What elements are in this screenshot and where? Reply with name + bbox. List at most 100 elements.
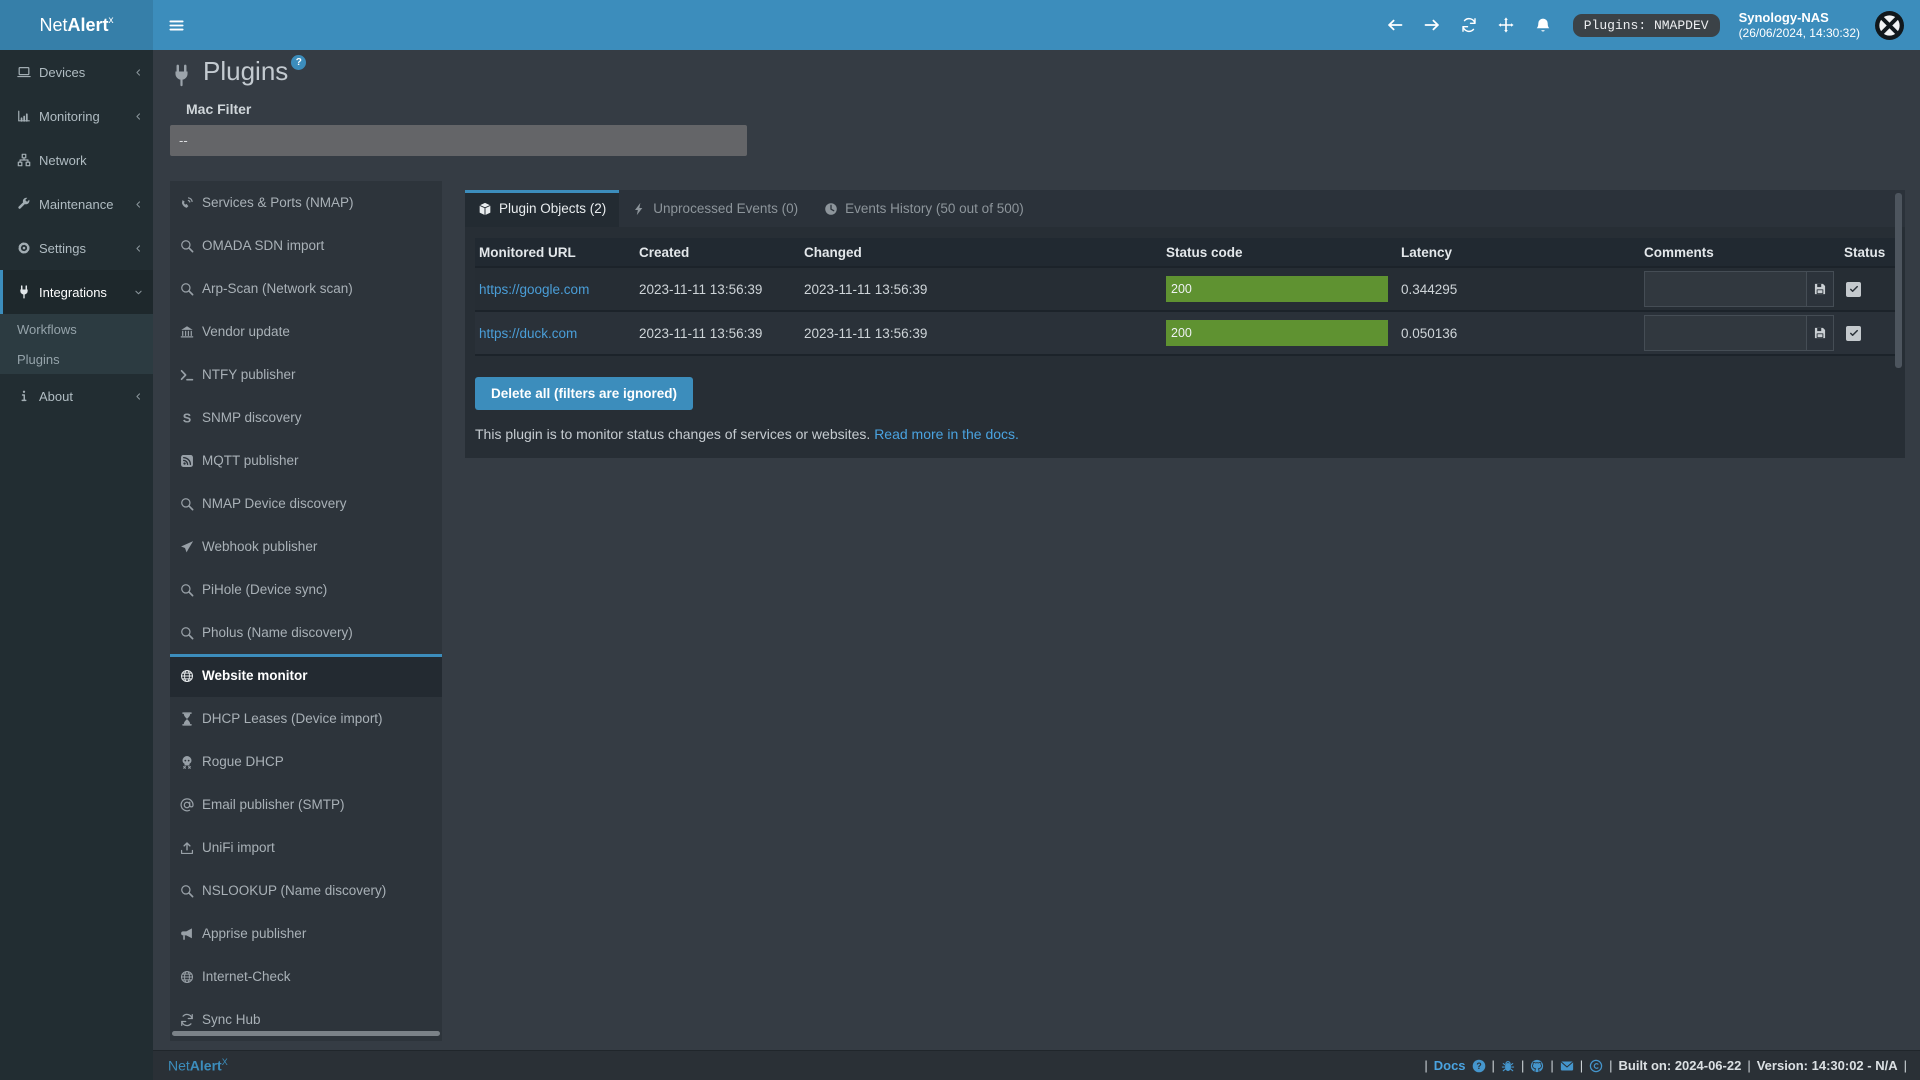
plugin-nav-item-pihole-device-sync[interactable]: PiHole (Device sync): [170, 568, 442, 611]
sidebar-subitem-workflows[interactable]: Workflows: [0, 314, 153, 344]
sidebar-item-label: About: [39, 388, 73, 404]
plugin-nav-item-website-monitor[interactable]: Website monitor: [170, 654, 442, 697]
plugin-nav-item-apprise-publisher[interactable]: Apprise publisher: [170, 912, 442, 955]
hamburger-icon: [168, 17, 185, 34]
plugin-nav-label: Internet-Check: [202, 969, 291, 984]
plugin-list-scrollbar[interactable]: [172, 1031, 440, 1036]
plugin-nav-label: UniFi import: [202, 840, 275, 855]
plugin-nav-label: OMADA SDN import: [202, 238, 325, 253]
plugin-nav-item-internet-check[interactable]: Internet-Check: [170, 955, 442, 998]
notifications-bell-icon[interactable]: [1535, 17, 1551, 33]
svg-text:S: S: [183, 411, 191, 425]
nav-back-button[interactable]: [1387, 17, 1403, 33]
sidebar-item-settings[interactable]: Settings: [0, 226, 153, 270]
footer-built-on: Built on: 2024-06-22: [1618, 1058, 1742, 1073]
topbar-controls: Plugins: NMAPDEV Synology-NAS (26/06/202…: [1366, 0, 1920, 50]
plugin-nav-item-webhook-publisher[interactable]: Webhook publisher: [170, 525, 442, 568]
footer-separator: |: [1579, 1058, 1584, 1073]
page-title-text: Plugins: [203, 56, 289, 86]
help-badge[interactable]: ?: [291, 55, 307, 70]
column-header-changed: Changed: [800, 238, 1162, 268]
plugin-nav-item-nslookup-name-discovery[interactable]: NSLOOKUP (Name discovery): [170, 869, 442, 912]
sidebar-item-monitoring[interactable]: Monitoring: [0, 94, 153, 138]
terminal-icon: [180, 368, 194, 382]
tab-events-history-50-out-of-500[interactable]: Events History (50 out of 500): [811, 190, 1037, 227]
mac-filter-input[interactable]: [170, 125, 747, 156]
sidebar-subitem-plugins[interactable]: Plugins: [0, 344, 153, 374]
created-cell: 2023-11-11 13:56:39: [635, 268, 800, 312]
sidebar-item-devices[interactable]: Devices: [0, 50, 153, 94]
letter-s-icon: S: [180, 411, 194, 425]
plugin-nav-item-snmp-discovery[interactable]: S SNMP discovery: [170, 396, 442, 439]
save-comment-button[interactable]: [1807, 271, 1834, 307]
mac-filter-label: Mac Filter: [186, 101, 252, 117]
svg-text:?: ?: [1476, 1061, 1481, 1071]
plugin-nav-item-sync-hub[interactable]: Sync Hub: [170, 998, 442, 1041]
tab-plugin-objects-2[interactable]: Plugin Objects (2): [465, 190, 620, 227]
footer-brand[interactable]: NetAlertX: [168, 1057, 228, 1074]
nav-forward-button[interactable]: [1424, 17, 1440, 33]
sidebar-item-about[interactable]: About: [0, 374, 153, 418]
rss-icon: [180, 454, 194, 468]
comment-input[interactable]: [1644, 315, 1807, 351]
plugin-nav-item-unifi-import[interactable]: UniFi import: [170, 826, 442, 869]
refresh-button[interactable]: [1461, 17, 1477, 33]
email-icon[interactable]: [1560, 1059, 1574, 1073]
plugin-nav-item-pholus-name-discovery[interactable]: Pholus (Name discovery): [170, 611, 442, 654]
plugin-nav-item-mqtt-publisher[interactable]: MQTT publisher: [170, 439, 442, 482]
plugin-nav-item-services-ports-nmap[interactable]: Services & Ports (NMAP): [170, 181, 442, 224]
bank-icon: [180, 325, 194, 339]
column-header-created: Created: [635, 238, 800, 268]
plugin-nav-item-omada-sdn-import[interactable]: OMADA SDN import: [170, 224, 442, 267]
move-button[interactable]: [1498, 17, 1514, 33]
running-plugin-badge: Plugins: NMAPDEV: [1572, 13, 1720, 37]
plugin-nav-item-arp-scan-network-scan[interactable]: Arp-Scan (Network scan): [170, 267, 442, 310]
plugin-nav-item-rogue-dhcp[interactable]: Rogue DHCP: [170, 740, 442, 783]
footer-separator: |: [1550, 1058, 1554, 1073]
info-icon: [17, 389, 31, 403]
brand-logo[interactable]: Net Alert x: [0, 0, 153, 50]
status-checkbox[interactable]: [1846, 281, 1861, 297]
tab-unprocessed-events-0[interactable]: Unprocessed Events (0): [619, 190, 811, 227]
network-icon: [17, 153, 31, 167]
sidebar-item-maintenance[interactable]: Maintenance: [0, 182, 153, 226]
read-more-docs-link[interactable]: Read more in the docs.: [874, 426, 1019, 442]
bar-chart-icon: [17, 109, 31, 123]
monitored-url-link[interactable]: https://google.com: [479, 281, 590, 297]
comment-input[interactable]: [1644, 271, 1807, 307]
user-avatar[interactable]: [1875, 10, 1904, 40]
plugin-nav-item-nmap-device-discovery[interactable]: NMAP Device discovery: [170, 482, 442, 525]
monitored-url-link[interactable]: https://duck.com: [479, 325, 578, 341]
sidebar-item-network[interactable]: Network: [0, 138, 153, 182]
table-scrollbar[interactable]: [1895, 193, 1902, 368]
column-header-latency: Latency: [1397, 238, 1640, 268]
github-icon[interactable]: [1530, 1059, 1544, 1073]
sidebar-toggle-button[interactable]: [153, 0, 199, 50]
tab-label: Unprocessed Events (0): [653, 201, 799, 216]
plugin-nav-item-dhcp-leases-device-import[interactable]: DHCP Leases (Device import): [170, 697, 442, 740]
laptop-icon: [17, 65, 31, 79]
changed-cell: 2023-11-11 13:56:39: [800, 268, 1162, 312]
latency-cell: 0.344295: [1397, 268, 1640, 312]
delete-all-button[interactable]: Delete all (filters are ignored): [475, 377, 694, 410]
comment-group: [1644, 315, 1834, 351]
plugin-nav-item-ntfy-publisher[interactable]: NTFY publisher: [170, 353, 442, 396]
sidebar-item-integrations[interactable]: Integrations: [0, 270, 153, 314]
plugin-nav-item-email-publisher-smtp[interactable]: Email publisher (SMTP): [170, 783, 442, 826]
cube-icon: [478, 202, 492, 216]
footer-brand-bold: Alert: [189, 1057, 222, 1074]
search-icon: [180, 884, 194, 898]
bug-report-icon[interactable]: [1501, 1059, 1515, 1073]
phone-signal-icon: [180, 196, 194, 210]
device-timestamp: (26/06/2024, 14:30:32): [1738, 25, 1860, 40]
footer-separator: |: [1903, 1058, 1907, 1073]
status-checkbox[interactable]: [1846, 325, 1861, 341]
save-comment-button[interactable]: [1807, 315, 1834, 351]
plugin-nav-label: SNMP discovery: [202, 410, 302, 425]
question-circle-icon[interactable]: ?: [1472, 1059, 1486, 1073]
plugin-nav-label: PiHole (Device sync): [202, 582, 328, 597]
plugin-nav-item-vendor-update[interactable]: Vendor update: [170, 310, 442, 353]
floppy-icon: [1813, 282, 1827, 296]
sidebar-item-label: Network: [39, 152, 87, 168]
docs-link[interactable]: Docs: [1433, 1058, 1466, 1073]
